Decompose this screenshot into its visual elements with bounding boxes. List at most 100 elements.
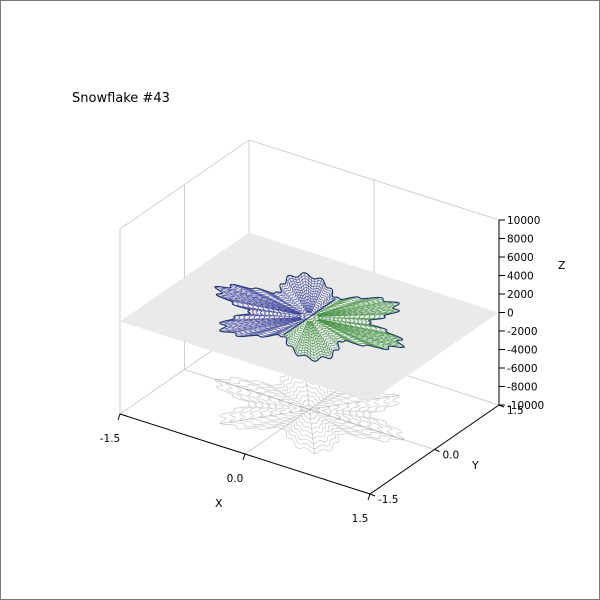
arm-feather bbox=[238, 318, 303, 337]
z-tick-label: -4000 bbox=[507, 345, 538, 357]
arm-feather bbox=[315, 297, 374, 316]
arm-feather bbox=[291, 275, 308, 314]
arm-feather bbox=[318, 318, 397, 337]
arm-feather bbox=[304, 272, 310, 313]
arm-feather bbox=[316, 300, 383, 316]
x-tick-label: 0.0 bbox=[227, 473, 244, 485]
arm-feather bbox=[317, 320, 387, 350]
arm-feather bbox=[245, 318, 304, 337]
arm-feather bbox=[310, 320, 325, 357]
arm-feather bbox=[309, 277, 312, 314]
shadow-arm-line bbox=[309, 409, 405, 441]
y-tick-mark bbox=[434, 449, 440, 452]
arm-feather bbox=[214, 286, 301, 315]
arm-feather bbox=[318, 319, 398, 343]
arm-feather bbox=[216, 288, 301, 315]
z-tick-label: -2000 bbox=[507, 326, 538, 338]
arm-feather bbox=[311, 320, 332, 359]
tick-labels: -1.50.01.5-1.50.01.5-10000-8000-6000-400… bbox=[100, 215, 544, 525]
arm-feather bbox=[219, 318, 301, 332]
arm-feather bbox=[307, 274, 310, 313]
shadow-arm-line bbox=[219, 409, 310, 424]
z-tick-label: 10000 bbox=[507, 215, 540, 227]
chart-title: Snowflake #43 bbox=[72, 91, 170, 106]
arm-feather bbox=[221, 291, 301, 315]
arm-feather bbox=[219, 317, 301, 324]
contour-line bbox=[302, 313, 312, 319]
arm-feather bbox=[311, 320, 333, 356]
arm-feather bbox=[317, 319, 389, 349]
arm-feather bbox=[225, 317, 302, 326]
z-axis-label: Z bbox=[558, 259, 566, 272]
arm-feather bbox=[221, 317, 301, 325]
z-tick-label: -8000 bbox=[507, 382, 538, 394]
arm-feather bbox=[225, 318, 302, 333]
arm-feather bbox=[232, 284, 302, 314]
arm-feather bbox=[316, 297, 381, 316]
y-tick-label: 1.5 bbox=[507, 405, 524, 417]
arm-feather bbox=[317, 319, 392, 347]
arm-feather bbox=[318, 319, 405, 348]
arm-feather bbox=[317, 319, 389, 347]
y-tick-mark bbox=[369, 493, 376, 497]
arm-feather bbox=[310, 278, 323, 314]
arm-feather bbox=[232, 318, 302, 333]
arm-feather bbox=[216, 294, 301, 316]
arm-feather bbox=[300, 274, 309, 313]
arm-feather bbox=[317, 301, 387, 316]
arm-feather bbox=[230, 285, 302, 315]
shadow-arm-line bbox=[309, 409, 315, 454]
arm-feather bbox=[317, 306, 394, 317]
arm-feather bbox=[317, 301, 394, 316]
arm-feather bbox=[309, 278, 316, 314]
x-tick-mark bbox=[367, 493, 371, 501]
arm-feather bbox=[316, 319, 380, 349]
shadow-arm-line bbox=[309, 395, 400, 410]
arm-feather bbox=[318, 319, 403, 346]
y-axis-label: Y bbox=[471, 459, 479, 472]
z-tick-label: 2000 bbox=[507, 289, 534, 301]
shadow-arm-line bbox=[214, 378, 310, 410]
arm-feather bbox=[222, 297, 301, 316]
arm-feather bbox=[317, 308, 394, 317]
arm-feather bbox=[310, 321, 319, 360]
x-tick-mark bbox=[242, 453, 246, 461]
arm-feather bbox=[294, 320, 309, 353]
arm-feather bbox=[296, 320, 309, 356]
arm-feather bbox=[236, 318, 303, 334]
arm-feather bbox=[286, 278, 308, 314]
arm-feather bbox=[311, 320, 328, 359]
arm-feather bbox=[221, 293, 301, 315]
y-tick-label: -1.5 bbox=[378, 494, 399, 506]
arm-feather bbox=[303, 320, 310, 356]
arm-feather bbox=[310, 320, 321, 358]
arm-feather bbox=[318, 304, 398, 317]
arm-feather bbox=[287, 275, 308, 314]
arm-feather bbox=[225, 317, 302, 328]
arm-feather bbox=[221, 317, 301, 330]
z-tick-label: 4000 bbox=[507, 271, 534, 283]
z-tick-label: 6000 bbox=[507, 252, 534, 264]
arm-feather bbox=[307, 320, 310, 357]
arm-feather bbox=[318, 302, 400, 316]
arm-feather bbox=[300, 320, 309, 356]
arm-feather bbox=[310, 278, 319, 314]
axis-lines bbox=[117, 219, 505, 501]
arm-feather bbox=[309, 321, 315, 362]
arm-feather bbox=[235, 318, 303, 336]
arm-feather bbox=[239, 285, 303, 315]
arm-feather bbox=[310, 281, 325, 314]
arm-feather bbox=[309, 321, 312, 360]
arm-feather bbox=[230, 287, 302, 315]
arm-feather bbox=[318, 319, 399, 348]
contour-line bbox=[307, 315, 317, 321]
z-tick-label: 0 bbox=[507, 308, 514, 320]
x-axis-label: X bbox=[215, 497, 223, 510]
arm-feather bbox=[318, 319, 402, 341]
z-tick-label: -10000 bbox=[507, 400, 544, 412]
y-tick-label: 0.0 bbox=[443, 450, 460, 462]
z-tick-label: 8000 bbox=[507, 234, 534, 246]
center-divider bbox=[283, 298, 336, 336]
